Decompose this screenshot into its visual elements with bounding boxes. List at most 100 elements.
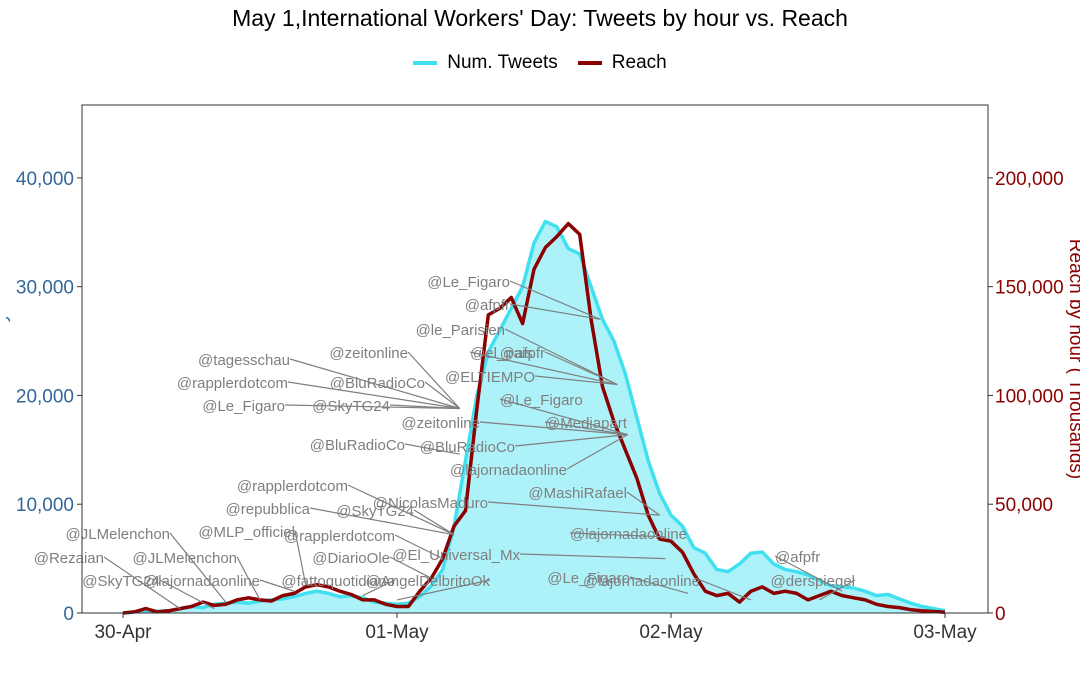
annotation-leader [289, 358, 460, 410]
y-tick-label-left: 20,000 [16, 386, 74, 407]
annotation-label: @repubblica [226, 501, 311, 518]
legend-item-tweets: Num. Tweets [413, 52, 558, 74]
annotation-leader [469, 351, 618, 386]
annotation-leader [544, 351, 618, 386]
annotation-leader [407, 351, 461, 409]
annotation-label: @Rezaian [34, 550, 104, 567]
annotation-label: @afpfr [775, 549, 820, 566]
annotation-label: @Le_Figaro [500, 392, 583, 409]
annotation-leader [284, 404, 460, 410]
right-axis: 0 50,000 100,000 150,000 200,000 Reach by hou… [988, 169, 1080, 625]
annotation-leader [544, 421, 628, 436]
plot-panel-border [81, 104, 989, 614]
chart-title: May 1,International Workers' Day: Tweets… [232, 5, 848, 31]
annotation-label: @BluRadioCo [420, 439, 515, 456]
legend-swatch-tweets [413, 61, 438, 65]
annotation-label: @SkyTG24 [336, 503, 414, 520]
annotation-label: @lajornadaonline [583, 573, 700, 590]
annotation-label: @lajornadaonline [143, 573, 260, 590]
y-tick-label-right: 150,000 [995, 278, 1064, 299]
annotation-label: @lajornadaonline [570, 526, 687, 543]
annotation-leader [509, 280, 601, 320]
annotation-label: @BluRadioCo [310, 437, 405, 454]
annotation-leader [404, 443, 460, 455]
annotation-label: @derspiegel [771, 573, 855, 590]
legend-label-tweets: Num. Tweets [447, 52, 558, 73]
annotation-leader [514, 434, 628, 447]
x-axis: 30-Apr 01-May 02-May 03-May [94, 613, 977, 643]
annotation-label: @rapplerdotcom [177, 375, 288, 392]
y-tick-label-right: 100,000 [995, 386, 1064, 407]
annotation-label: @NicolasMaduro [373, 495, 488, 512]
annotation-layer: @Le_Figaro@afpfr@le_Parisien@afpfr@el_pa… [34, 274, 856, 610]
legend: Num. Tweets Reach [0, 52, 1080, 74]
annotation-leader [362, 579, 396, 597]
annotation-label: @SkyTG24 [312, 398, 390, 415]
annotation-label: @afpfr [465, 297, 510, 314]
annotation-leader [499, 398, 628, 436]
annotation-label: @MLP_officiel [198, 524, 295, 541]
annotation-leader [774, 555, 843, 592]
annotation-leader [287, 381, 460, 410]
annotation-leader [309, 507, 455, 536]
annotation-label: @Le_Figaro [547, 570, 630, 587]
annotation-label: @Mediapart [545, 415, 628, 432]
annotation-leader [519, 553, 666, 560]
y-tick-label-right: 200,000 [995, 169, 1064, 190]
annotation-leader [396, 579, 491, 601]
annotation-leader [487, 501, 660, 516]
annotation-label: @SkyTG24 [82, 573, 160, 590]
annotation-leader [394, 534, 443, 560]
annotation-label: @JLMelenchon [66, 526, 170, 543]
annotation-leader [819, 579, 856, 601]
annotation-label: @BluRadioCo [330, 375, 425, 392]
annotation-label: @fattoquotidiano [281, 573, 395, 590]
y-tick-label-right: 0 [995, 604, 1006, 625]
annotation-leader [424, 381, 461, 409]
annotation-label: @le_Parisien [416, 322, 505, 339]
annotation-leader [566, 434, 628, 470]
annotation-label: @JLMelenchon [133, 550, 237, 567]
y-tick-label-right: 50,000 [995, 495, 1053, 516]
x-tick-label: 30-Apr [94, 622, 152, 643]
annotation-label: @AngelDelbritoOk [366, 573, 491, 590]
annotation-leader [347, 484, 455, 536]
annotation-leader [413, 509, 455, 536]
annotation-label: @Le_Figaro [427, 274, 510, 291]
left-axis: 0 10,000 20,000 30,000 40,000 Num. Tweets by … [0, 169, 82, 625]
x-tick-label: 03-May [913, 622, 977, 643]
annotation-label: @ELTIEMPO [445, 369, 535, 386]
annotation-label: @zeitonline [329, 345, 408, 362]
annotation-label: @rapplerdotcom [237, 478, 348, 495]
x-tick-label: 02-May [639, 622, 703, 643]
y-tick-label-left: 30,000 [16, 278, 74, 299]
y-tick-label-left: 10,000 [16, 495, 74, 516]
annotation-leader [103, 556, 181, 610]
tweets-area [123, 221, 945, 613]
annotation-leader [236, 556, 261, 601]
annotation-leader [569, 532, 666, 538]
annotation-label: @zeitonline [401, 415, 480, 432]
annotation-label: @tagesschau [198, 352, 290, 369]
annotation-label: @el_pais [470, 345, 533, 362]
legend-label-reach: Reach [611, 52, 667, 73]
annotation-label: @Le_Figaro [202, 398, 285, 415]
x-tick-label: 01-May [365, 622, 429, 643]
legend-item-reach: Reach [577, 52, 667, 74]
annotation-leader [294, 530, 307, 585]
annotation-leader [389, 404, 460, 410]
annotation-leader [504, 328, 618, 386]
annotation-leader [159, 579, 215, 610]
annotation-label: @El_Universal_Mx [392, 547, 520, 564]
annotation-leader [169, 532, 227, 603]
annotation-leader [629, 576, 689, 594]
annotation-label: @lajornadaonline [450, 462, 567, 479]
y-axis-title-left: Num. Tweets by hour [0, 269, 11, 449]
annotation-label: @afpfr [500, 345, 545, 362]
annotation-leader [534, 375, 618, 386]
annotation-leader [699, 579, 752, 601]
annotation-leader [479, 421, 628, 436]
annotation-label: @DiarioOle [312, 550, 390, 567]
y-tick-label-left: 40,000 [16, 169, 74, 190]
